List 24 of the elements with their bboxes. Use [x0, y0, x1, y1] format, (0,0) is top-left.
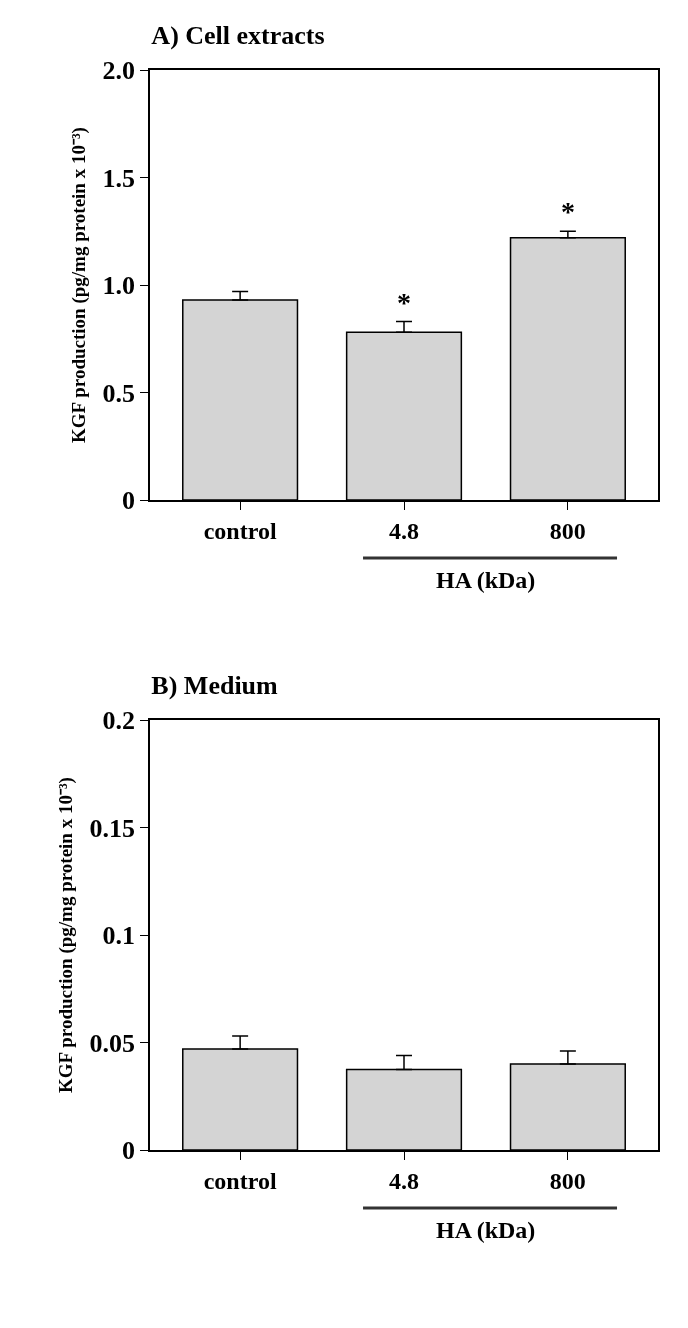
x-tick-label: control [203, 1167, 277, 1194]
y-tick-label: 0 [122, 486, 136, 516]
x-tick-label: 4.8 [389, 1167, 419, 1194]
y-tick-label: 2.0 [102, 56, 136, 86]
annotation: * [397, 287, 411, 318]
x-tick-label: 800 [549, 1167, 586, 1194]
y-tick-label: 1.5 [102, 163, 136, 193]
y-tick-label: 0.05 [89, 1028, 136, 1058]
y-tick-label: 0.15 [89, 813, 136, 843]
x-tick-label: 4.8 [389, 517, 419, 544]
y-axis-title: KGF production (pg/mg protein x 10⁻³) [54, 777, 77, 1093]
y-tick-label: 0.2 [102, 706, 136, 736]
x-axis-title: HA (kDa) [436, 567, 536, 593]
y-axis-title: KGF production (pg/mg protein x 10⁻³) [67, 127, 90, 443]
chart-title: B) Medium [151, 671, 279, 701]
y-tick-label: 1.0 [102, 271, 136, 301]
x-tick-label: control [203, 517, 277, 544]
y-tick-label: 0.1 [102, 921, 136, 951]
y-tick-label: 0.5 [102, 378, 136, 408]
y-tick-label: 0 [122, 1136, 136, 1166]
x-tick-label: 800 [549, 517, 586, 544]
chart-title: A) Cell extracts [151, 21, 325, 51]
x-axis-title: HA (kDa) [436, 1217, 536, 1243]
annotation: * [561, 196, 575, 227]
